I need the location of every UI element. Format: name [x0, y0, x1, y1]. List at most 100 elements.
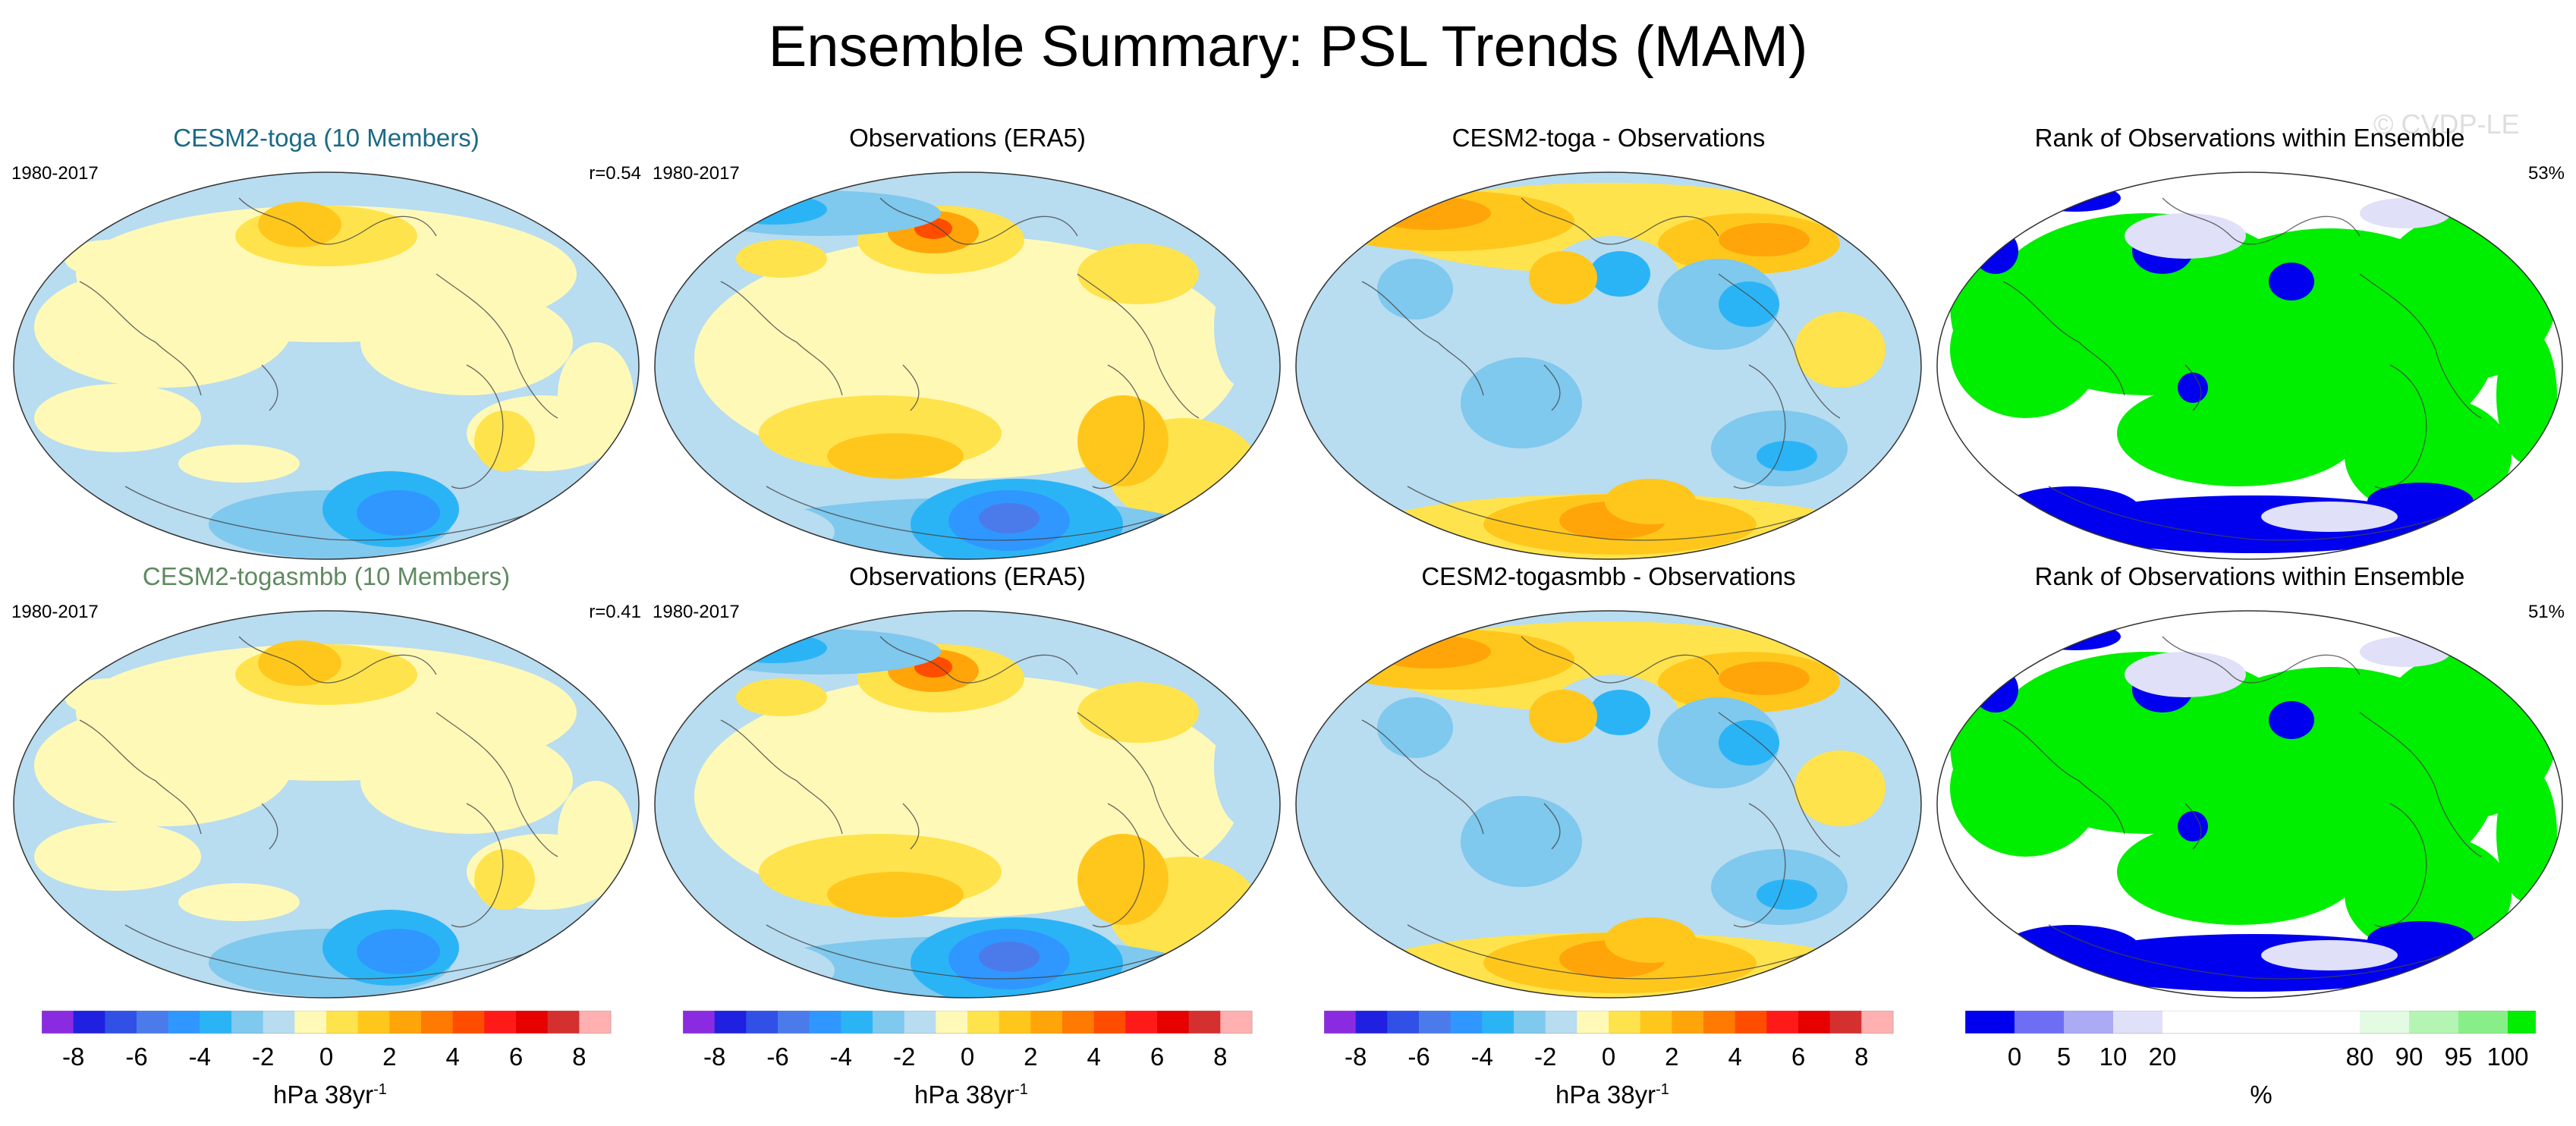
- world-map: [654, 171, 1281, 560]
- period-label: 1980-2017: [11, 163, 99, 184]
- colorbar-tick-label: 6: [1791, 1043, 1806, 1071]
- panel-title: CESM2-togasmbb - Observations: [1421, 562, 1796, 590]
- colorbar-tick-label: 0: [319, 1043, 334, 1071]
- map-panel-trend-diff: CESM2-togasmbb - Observations: [1294, 562, 1923, 1002]
- colorbar-swatch: [357, 1011, 390, 1033]
- colorbar-tick-label: 2: [1665, 1043, 1679, 1071]
- colorbar-swatch: [484, 1011, 517, 1033]
- colorbar-swatch: [746, 1011, 778, 1033]
- colorbar-swatch: [1355, 1011, 1388, 1033]
- colorbar-swatch: [389, 1011, 422, 1033]
- colorbar-tick-label: -4: [829, 1043, 852, 1071]
- map-panel-trend-model: CESM2-togasmbb (10 Members) 1980-2017 r=0.…: [11, 562, 641, 1002]
- colorbar-swatch: [1062, 1011, 1095, 1033]
- colorbar-tick-label: 6: [508, 1043, 524, 1071]
- units-exponent: -1: [1656, 1081, 1669, 1098]
- colorbar-swatch: [1125, 1011, 1158, 1033]
- colorbar-swatch: [2458, 1011, 2508, 1033]
- world-map: [654, 610, 1281, 999]
- colorbar-units: hPa 38yr-1: [1324, 1080, 1901, 1109]
- units-text: hPa 38yr: [914, 1080, 1015, 1109]
- colorbar-tick-label: -4: [1470, 1043, 1493, 1071]
- map-panel-trend-model: CESM2-toga (10 Members) 1980-2017 r=0.54: [11, 124, 641, 564]
- panel-title: Observations (ERA5): [849, 562, 1086, 590]
- colorbar-tick-label: -6: [125, 1043, 148, 1071]
- correlation-label: r=0.41: [589, 602, 641, 622]
- colorbar-swatch: [778, 1011, 810, 1033]
- colorbar-swatch: [1766, 1011, 1799, 1033]
- colorbar-swatch: [1482, 1011, 1514, 1033]
- colorbar-swatch: [263, 1011, 295, 1033]
- colorbar-swatch: [547, 1011, 580, 1033]
- map-panel-trend-obs: Observations (ERA5) 1980-2017: [653, 562, 1282, 1002]
- colorbar-units: hPa 38yr-1: [42, 1080, 618, 1109]
- colorbar-swatch: [1157, 1011, 1190, 1033]
- colorbar-tick-label: 100: [2486, 1043, 2529, 1071]
- world-map: [13, 171, 640, 560]
- colorbar-swatch: [1735, 1011, 1767, 1033]
- colorbar-swatch: [2508, 1011, 2536, 1033]
- colorbar-swatch: [1703, 1011, 1736, 1033]
- colorbar-tick-label: 0: [2007, 1043, 2022, 1071]
- colorbar-swatch: [516, 1011, 549, 1033]
- colorbar-swatch: [1861, 1011, 1894, 1033]
- period-label: 1980-2017: [11, 602, 99, 622]
- colorbar-swatch: [452, 1011, 485, 1033]
- correlation-label: r=0.54: [589, 163, 641, 184]
- colorbar-swatch: [1609, 1011, 1641, 1033]
- panel-title: CESM2-togasmbb (10 Members): [142, 562, 511, 590]
- colorbar-swatch: [2409, 1011, 2459, 1033]
- colorbar-tick-label: 2: [1024, 1043, 1038, 1071]
- colorbar-swatch: [2360, 1011, 2410, 1033]
- colorbar-tick-label: 10: [2099, 1043, 2128, 1071]
- watermark: © CVDP-LE: [2373, 109, 2520, 140]
- colorbar-swatch: [1965, 1011, 2015, 1033]
- colorbar-tick-label: 8: [572, 1043, 587, 1071]
- colorbar-swatch: [1640, 1011, 1672, 1033]
- colorbar-swatch: [1450, 1011, 1483, 1033]
- figure-title: Ensemble Summary: PSL Trends (MAM): [768, 14, 1808, 79]
- colorbar-tick-label: 80: [2345, 1043, 2374, 1071]
- colorbar-tick-label: 90: [2395, 1043, 2423, 1071]
- units-text: hPa 38yr: [1555, 1080, 1656, 1109]
- colorbar-swatch: [904, 1011, 936, 1033]
- colorbar-tick-label: -6: [1408, 1043, 1430, 1071]
- colorbar-swatch: [1387, 1011, 1420, 1033]
- trend-colorbar: -8 -6 -4 -2 0 2 4 6 8 hPa 38yr-1: [42, 1011, 618, 1124]
- panel-title: Rank of Observations within Ensemble: [2034, 562, 2465, 590]
- colorbar-swatch: [1220, 1011, 1253, 1033]
- colorbar-tick-label: 20: [2148, 1043, 2177, 1071]
- colorbar-swatch: [1672, 1011, 1704, 1033]
- world-map: [13, 610, 640, 999]
- colorbar-tick-label: -2: [892, 1043, 916, 1071]
- world-map: [1295, 171, 1922, 560]
- colorbar-swatch: [42, 1011, 74, 1033]
- colorbar-swatch: [841, 1011, 873, 1033]
- colorbar-tick-label: -2: [1533, 1043, 1557, 1071]
- colorbar-swatch: [231, 1011, 264, 1033]
- panel-title: Rank of Observations within Ensemble: [2034, 124, 2465, 152]
- trend-colorbar: -8 -6 -4 -2 0 2 4 6 8 hPa 38yr-1: [1324, 1011, 1901, 1124]
- map-panel-rank: Rank of Observations within Ensemble 51%: [1935, 562, 2565, 1002]
- map-panel-trend-diff: CESM2-toga - Observations: [1294, 124, 1923, 564]
- colorbar-tick-label: 0: [960, 1043, 975, 1071]
- colorbar-tick-label: 0: [1601, 1043, 1616, 1071]
- colorbar-swatch: [105, 1011, 137, 1033]
- units-text: hPa 38yr: [273, 1080, 374, 1109]
- colorbar-tick-label: 4: [1728, 1043, 1742, 1071]
- map-panel-trend-obs: Observations (ERA5) 1980-2017: [653, 124, 1282, 564]
- colorbar-tick-label: -8: [703, 1043, 726, 1071]
- colorbar-swatch: [1829, 1011, 1862, 1033]
- colorbar-swatch: [2015, 1011, 2065, 1033]
- panel-title: CESM2-toga - Observations: [1452, 124, 1766, 152]
- period-label: 1980-2017: [653, 602, 740, 622]
- colorbar-tick-label: 95: [2444, 1043, 2473, 1071]
- colorbar-swatch: [1324, 1011, 1357, 1033]
- panel-title: Observations (ERA5): [849, 124, 1086, 152]
- colorbar-tick-label: 4: [1087, 1043, 1101, 1071]
- colorbar-swatch: [1577, 1011, 1609, 1033]
- colorbar-swatch: [873, 1011, 905, 1033]
- rank-percent-label: 51%: [2527, 602, 2565, 622]
- colorbar-swatch: [936, 1011, 968, 1033]
- colorbar-swatch: [1798, 1011, 1831, 1033]
